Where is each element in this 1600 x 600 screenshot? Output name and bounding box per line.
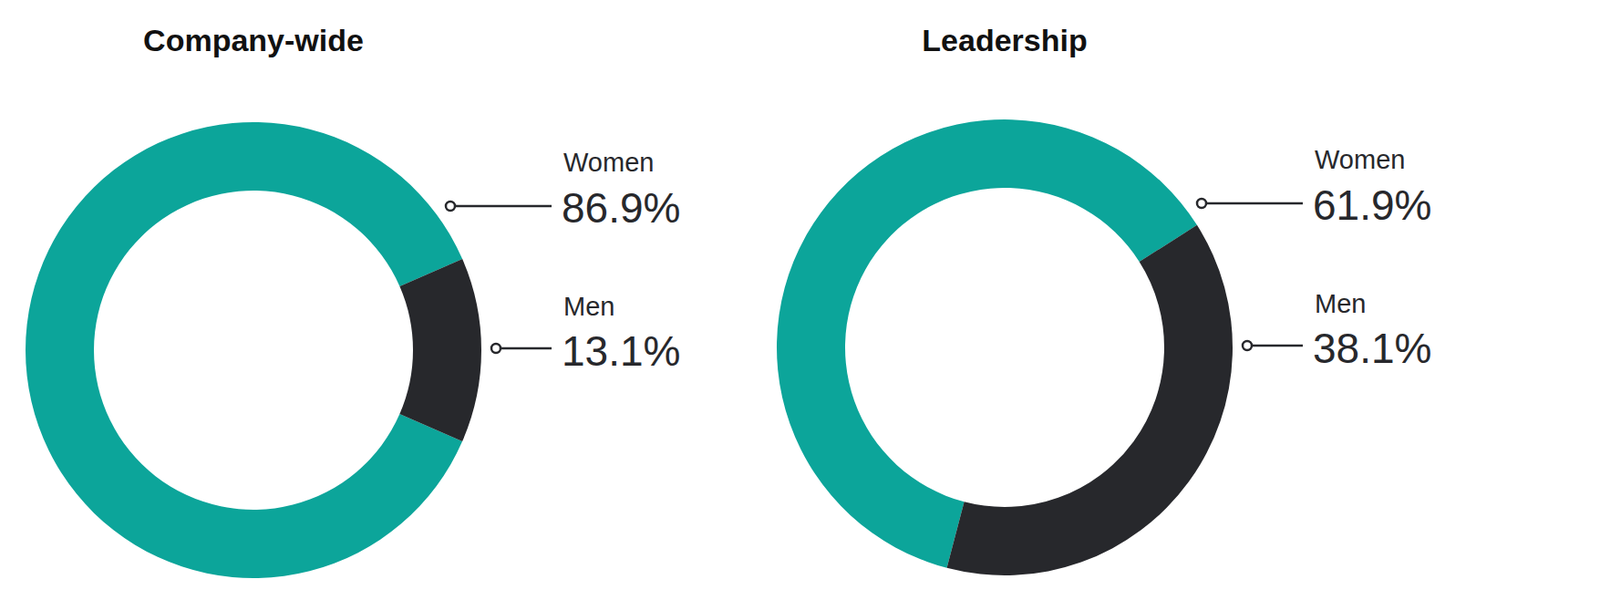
slice bbox=[947, 225, 1233, 576]
value-label: 86.9% bbox=[561, 184, 681, 232]
callouts: Women 86.9% Men 13.1% bbox=[445, 147, 681, 375]
category-label: Women bbox=[1314, 144, 1405, 175]
category-label: Men bbox=[563, 291, 615, 321]
leader-line bbox=[454, 205, 552, 208]
leader-dot bbox=[1197, 198, 1207, 208]
category-label: Men bbox=[1314, 289, 1366, 319]
donut-chart: Company-wide Women 86.9% Men 13.1% bbox=[25, 22, 681, 579]
slice bbox=[399, 258, 482, 442]
value-label: 13.1% bbox=[561, 327, 681, 375]
slices bbox=[25, 122, 482, 579]
leader-line bbox=[1206, 202, 1303, 206]
leader-line bbox=[500, 347, 552, 351]
chart-title: Leadership bbox=[921, 22, 1087, 58]
leader-dot bbox=[1242, 340, 1252, 351]
donut-chart: Leadership Women 61.9% Men 38.1% bbox=[776, 22, 1432, 576]
chart-title: Company-wide bbox=[143, 22, 364, 58]
chart-canvas: Company-wide Women 86.9% Men 13.1% Leadership… bbox=[0, 0, 1600, 600]
leader-dot bbox=[491, 343, 501, 353]
callouts: Women 61.9% Men 38.1% bbox=[1197, 144, 1432, 372]
value-label: 38.1% bbox=[1312, 324, 1432, 372]
slice bbox=[25, 122, 463, 579]
slices bbox=[776, 119, 1233, 576]
value-label: 61.9% bbox=[1312, 181, 1432, 229]
leader-dot bbox=[445, 201, 455, 211]
leader-line bbox=[1251, 344, 1303, 348]
category-label: Women bbox=[563, 147, 654, 177]
